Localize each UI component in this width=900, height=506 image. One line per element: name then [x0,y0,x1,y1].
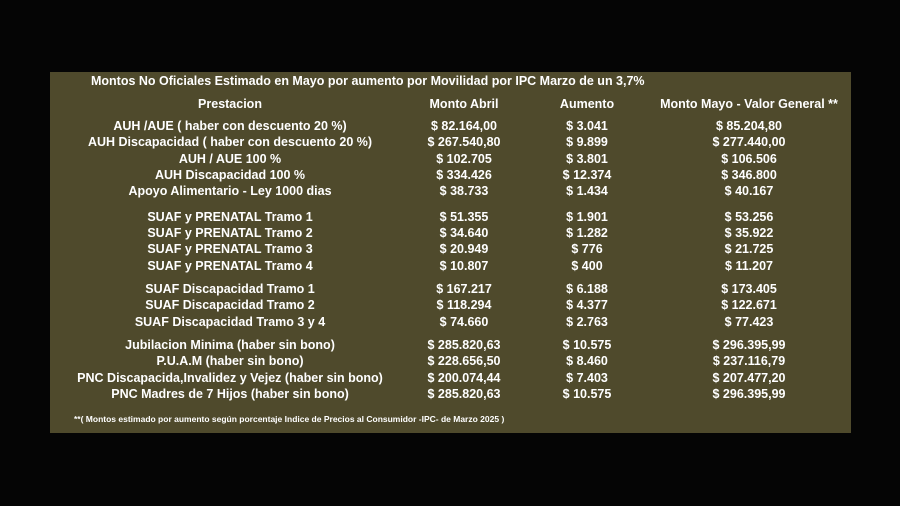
cell-aumento: $ 7.403 [566,371,608,385]
cell-prestacion: AUH Discapacidad ( haber con descuento 2… [87,135,373,149]
cell-prestacion: AUH /AUE ( haber con descuento 20 %) [113,119,347,133]
cell-monto-abril: $ 285.820,63 [427,338,501,352]
cell-monto-mayo: $ 296.395,99 [712,387,786,401]
cell-prestacion: PNC Discapacida,Invalidez y Vejez (haber… [77,371,383,385]
cell-prestacion: SUAF y PRENATAL Tramo 3 [147,242,313,256]
cell-monto-abril: $ 167.217 [436,282,492,296]
cell-aumento: $ 400 [571,259,603,273]
cell-monto-mayo: $ 77.423 [724,315,774,329]
footnote: **( Montos estimado por aumento según po… [74,414,505,424]
cell-aumento: $ 9.899 [566,135,608,149]
cell-prestacion: SUAF Discapacidad Tramo 3 y 4 [134,315,326,329]
cell-monto-mayo: $ 35.922 [724,226,774,240]
table-row: AUH /AUE ( haber con descuento 20 %) $ 82… [50,118,851,134]
cell-monto-mayo: $ 207.477,20 [712,371,786,385]
cell-prestacion: PNC Madres de 7 Hijos (haber sin bono) [111,387,349,401]
cell-monto-mayo: $ 40.167 [724,184,774,198]
table-row: SUAF y PRENATAL Tramo 3 $ 20.949 $ 776 $ 21… [50,241,851,257]
cell-aumento: $ 10.575 [562,387,612,401]
cell-monto-mayo: $ 346.800 [721,168,777,182]
cell-monto-abril: $ 20.949 [439,242,489,256]
cell-aumento: $ 776 [571,242,603,256]
cell-monto-abril: $ 102.705 [436,152,492,166]
cell-prestacion: P.U.A.M (haber sin bono) [156,354,304,368]
cell-monto-mayo: $ 277.440,00 [712,135,786,149]
cell-aumento: $ 10.575 [562,338,612,352]
cell-monto-abril: $ 118.294 [436,298,492,312]
cell-monto-abril: $ 285.820,63 [427,387,501,401]
table-row: SUAF Discapacidad Tramo 3 y 4 $ 74.660 $ 2… [50,314,851,330]
cell-monto-abril: $ 74.660 [439,315,489,329]
table-row: AUH Discapacidad 100 % $ 334.426 $ 12.374 $… [50,167,851,183]
table-row: SUAF Discapacidad Tramo 1 $ 167.217 $ 6.18… [50,281,851,297]
cell-monto-mayo: $ 173.405 [721,282,777,296]
cell-monto-abril: $ 34.640 [439,226,489,240]
cell-monto-mayo: $ 11.207 [725,259,773,273]
cell-prestacion: SUAF y PRENATAL Tramo 1 [147,210,313,224]
cell-monto-abril: $ 51.355 [439,210,489,224]
table-row: PNC Madres de 7 Hijos (haber sin bono) $ … [50,386,851,402]
table-row: P.U.A.M (haber sin bono) $ 228.656,50 $ 8.… [50,353,851,369]
table-row: AUH / AUE 100 % $ 102.705 $ 3.801 $ 106.506 [50,151,851,167]
table-row: SUAF y PRENATAL Tramo 2 $ 34.640 $ 1.282 $ … [50,225,851,241]
cell-monto-mayo: $ 21.725 [724,242,774,256]
table-row: SUAF y PRENATAL Tramo 4 $ 10.807 $ 400 $ 11… [50,258,851,274]
cell-monto-mayo: $ 85.204,80 [715,119,783,133]
cell-monto-abril: $ 38.733 [439,184,489,198]
header-prestacion: Prestacion [198,97,262,111]
cell-aumento: $ 1.434 [566,184,608,198]
benefits-table-panel: Montos No Oficiales Estimado en Mayo por… [50,72,851,433]
cell-prestacion: AUH Discapacidad 100 % [154,168,306,182]
cell-aumento: $ 12.374 [562,168,612,182]
cell-monto-mayo: $ 296.395,99 [712,338,786,352]
cell-monto-abril: $ 82.164,00 [430,119,498,133]
cell-monto-mayo: $ 106.506 [721,152,777,166]
cell-prestacion: Apoyo Alimentario - Ley 1000 dias [128,184,332,198]
cell-monto-mayo: $ 53.256 [724,210,774,224]
cell-aumento: $ 3.801 [566,152,608,166]
table-header-row: Prestacion Monto Abril Aumento Monto May… [50,96,851,112]
table-row: Jubilacion Minima (haber sin bono) $ 285.… [50,337,851,353]
cell-prestacion: SUAF y PRENATAL Tramo 4 [147,259,313,273]
cell-prestacion: SUAF Discapacidad Tramo 1 [145,282,315,296]
cell-prestacion: AUH / AUE 100 % [178,152,282,166]
cell-monto-abril: $ 200.074,44 [427,371,501,385]
header-monto-mayo: Monto Mayo - Valor General ** [660,97,838,111]
cell-monto-mayo: $ 122.671 [721,298,777,312]
cell-prestacion: Jubilacion Minima (haber sin bono) [125,338,335,352]
table-row: Apoyo Alimentario - Ley 1000 dias $ 38.73… [50,183,851,199]
cell-monto-abril: $ 228.656,50 [427,354,501,368]
cell-prestacion: SUAF y PRENATAL Tramo 2 [147,226,313,240]
cell-monto-mayo: $ 237.116,79 [712,354,786,368]
cell-aumento: $ 2.763 [566,315,608,329]
table-row: SUAF y PRENATAL Tramo 1 $ 51.355 $ 1.901 $ … [50,209,851,225]
cell-aumento: $ 6.188 [566,282,608,296]
cell-aumento: $ 1.282 [566,226,608,240]
cell-aumento: $ 4.377 [566,298,608,312]
table-title: Montos No Oficiales Estimado en Mayo por… [91,74,645,88]
cell-aumento: $ 1.901 [566,210,608,224]
header-monto-abril: Monto Abril [429,97,499,111]
table-row: AUH Discapacidad ( haber con descuento 2… [50,134,851,150]
cell-monto-abril: $ 334.426 [436,168,492,182]
cell-monto-abril: $ 267.540,80 [427,135,501,149]
cell-aumento: $ 8.460 [566,354,608,368]
table-row: PNC Discapacida,Invalidez y Vejez (haber… [50,370,851,386]
table-row: SUAF Discapacidad Tramo 2 $ 118.294 $ 4.37… [50,297,851,313]
cell-prestacion: SUAF Discapacidad Tramo 2 [145,298,315,312]
header-aumento: Aumento [559,97,615,111]
cell-monto-abril: $ 10.807 [439,259,489,273]
cell-aumento: $ 3.041 [566,119,608,133]
